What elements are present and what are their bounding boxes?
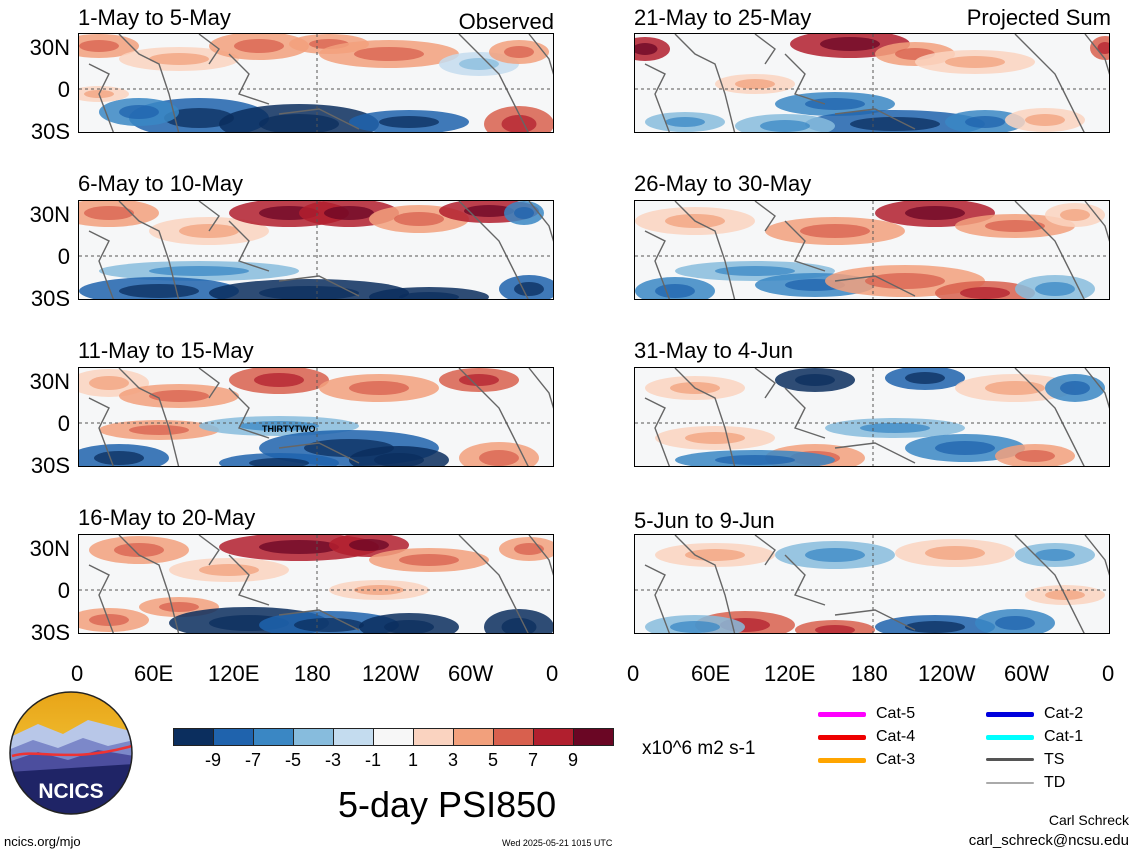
lon-label: 120E — [764, 661, 816, 686]
map-panel-6 — [634, 200, 1110, 300]
footer-author: Carl Schreck — [1048, 812, 1129, 828]
lon-label: 0 — [1102, 661, 1115, 686]
lon-label: 0 — [546, 661, 559, 686]
legend-label-cat4: Cat-4 — [876, 728, 916, 745]
map-field — [79, 34, 553, 132]
lon-label: 180 — [294, 661, 331, 686]
panel-title-7: 31-May to 4-Jun — [634, 338, 793, 363]
lat-label-eq: 0 — [57, 411, 70, 436]
ncics-logo-icon: NCICS — [9, 691, 133, 815]
map-field — [635, 368, 1109, 466]
legend-label-td: TD — [1044, 774, 1066, 791]
colorbar-units: x10^6 m2 s-1 — [642, 738, 756, 759]
legend-label-cat5: Cat-5 — [876, 705, 916, 722]
lon-label: 60W — [1004, 661, 1050, 686]
main-title: 5-day PSI850 — [338, 784, 557, 825]
lon-label: 0 — [627, 661, 640, 686]
legend-swatch-cat3 — [818, 758, 866, 763]
map-panel-7 — [634, 367, 1110, 467]
colorbar-tick-label: 9 — [567, 750, 578, 770]
colorbar-tick-label: 5 — [487, 750, 498, 770]
colorbar-swatch — [213, 728, 254, 746]
colorbar-tick-label: -7 — [244, 750, 261, 770]
legend-swatch-cat4 — [818, 735, 866, 740]
lat-label-30n: 30N — [29, 35, 70, 60]
legend-label-cat1: Cat-1 — [1044, 728, 1084, 745]
legend-swatch-cat1 — [986, 735, 1034, 740]
logo-text: NCICS — [38, 780, 103, 803]
colorbar-tick-label: 7 — [527, 750, 538, 770]
map-panel-4 — [78, 534, 554, 634]
legend-swatch-ts — [986, 758, 1034, 761]
colorbar-tick-label: 3 — [447, 750, 458, 770]
legend-label-cat3: Cat-3 — [876, 751, 916, 768]
colorbar-tick-label: -5 — [284, 750, 301, 770]
colorbar-swatch — [413, 728, 454, 746]
lat-label-30n: 30N — [29, 536, 70, 561]
legend-swatch-td — [986, 782, 1034, 784]
panel-title-2: 6-May to 10-May — [78, 171, 244, 196]
colorbar-tick-label: -9 — [204, 750, 221, 770]
colorbar-swatch — [253, 728, 294, 746]
legend-label-cat2: Cat-2 — [1044, 705, 1084, 722]
panel-title-5: 21-May to 25-May — [634, 5, 812, 30]
lon-label: 180 — [851, 661, 888, 686]
map-panel-3 — [78, 367, 554, 467]
colorbar-tick-label: -1 — [364, 750, 381, 770]
lon-label: 120E — [208, 661, 260, 686]
lon-label: 60W — [448, 661, 494, 686]
storm-label-thirtytwo: THIRTYTWO — [262, 424, 316, 434]
map-panel-2 — [78, 200, 554, 300]
panel-title-3: 11-May to 15-May — [78, 338, 254, 363]
panel-title-6: 26-May to 30-May — [634, 171, 812, 196]
lat-label-30n: 30N — [29, 202, 70, 227]
colorbar-swatch — [293, 728, 334, 746]
footer-timestamp: Wed 2025-05-21 1015 UTC — [502, 838, 613, 848]
lat-label-eq: 0 — [57, 244, 70, 269]
map-field — [79, 535, 553, 633]
panel-title-4: 16-May to 20-May — [78, 505, 256, 530]
colorbar-swatch — [333, 728, 374, 746]
colorbar-swatch — [493, 728, 534, 746]
map-field — [79, 368, 553, 466]
lon-label: 120W — [362, 661, 420, 686]
lat-label-30n: 30N — [29, 369, 70, 394]
legend-swatch-cat2 — [986, 712, 1034, 717]
panel-title-1: 1-May to 5-May — [78, 5, 231, 30]
map-field — [635, 34, 1109, 132]
footer-url: ncics.org/mjo — [4, 834, 81, 849]
legend-label-ts: TS — [1044, 751, 1065, 768]
panel-title-8: 5-Jun to 9-Jun — [634, 508, 775, 533]
lon-label: 120W — [918, 661, 976, 686]
lat-label-30s: 30S — [30, 119, 70, 144]
map-panel-8 — [634, 534, 1110, 634]
colorbar-tick-label: 1 — [407, 750, 418, 770]
legend-swatch-cat5 — [818, 712, 866, 717]
lon-label: 60E — [691, 661, 731, 686]
colorbar-swatch — [453, 728, 494, 746]
map-field — [79, 201, 553, 299]
footer-email: carl_schreck@ncsu.edu — [968, 832, 1129, 849]
lat-label-eq: 0 — [57, 77, 70, 102]
ncics-logo: NCICS — [8, 690, 134, 816]
lat-label-30s: 30S — [30, 453, 70, 478]
map-panel-5 — [634, 33, 1110, 133]
map-field — [635, 535, 1109, 633]
panel-tag-projected: Projected Sum — [966, 5, 1111, 30]
colorbar-swatch — [373, 728, 414, 746]
panel-tag-observed: Observed — [458, 9, 554, 34]
lat-label-30s: 30S — [30, 286, 70, 311]
colorbar-swatch — [533, 728, 574, 746]
lat-label-30s: 30S — [30, 620, 70, 645]
map-panel-1 — [78, 33, 554, 133]
lon-label: 60E — [134, 661, 174, 686]
colorbar-swatch — [173, 728, 214, 746]
colorbar-swatch — [573, 728, 614, 746]
colorbar-tick-label: -3 — [324, 750, 341, 770]
lon-label: 0 — [71, 661, 84, 686]
lat-label-eq: 0 — [57, 578, 70, 603]
map-field — [635, 201, 1109, 299]
